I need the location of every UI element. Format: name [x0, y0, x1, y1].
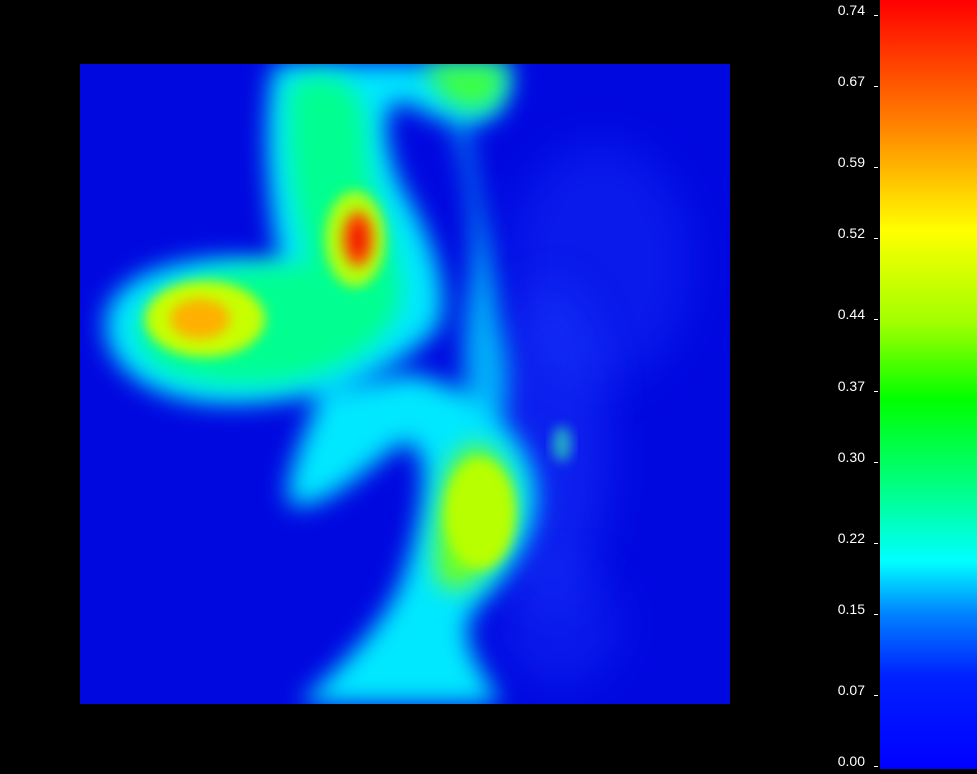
colorbar-tick-label: 0.15 — [837, 600, 865, 617]
colorbar-tick-mark — [874, 319, 878, 320]
field-lower-right-glow — [500, 564, 620, 684]
colorbar-tick-mark — [874, 15, 878, 16]
colorbar-tick-mark — [874, 462, 878, 463]
heatmap-svg — [80, 64, 730, 704]
colorbar-tick-label: 0.52 — [837, 225, 865, 242]
colorbar-tick-mark — [874, 167, 878, 168]
colorbar-tick-label: 0.74 — [837, 2, 865, 18]
colorbar-tick-label: 0.22 — [837, 529, 865, 546]
colorbar-tick-mark — [874, 543, 878, 544]
peak-orange — [170, 299, 230, 339]
colorbar-tick-label: 0.37 — [837, 377, 865, 394]
peak-red — [350, 221, 366, 257]
colorbar-tick-label: 0.44 — [837, 306, 865, 323]
colorbar-tick-label: 0.67 — [837, 73, 865, 90]
noise-spot — [552, 426, 572, 462]
colorbar-tick-mark — [874, 86, 878, 87]
colorbar-tick-label: 0.59 — [837, 154, 865, 171]
colorbar-gradient — [880, 0, 977, 769]
colorbar-tick-label: 0.00 — [837, 753, 865, 769]
colorbar-tick-mark — [874, 614, 878, 615]
colorbar-tick-mark — [874, 766, 878, 767]
colorbar-tick-mark — [874, 391, 878, 392]
colorbar-tick-mark — [874, 238, 878, 239]
colorbar-tick-label: 0.30 — [837, 448, 865, 465]
colorbar-tick-mark — [874, 695, 878, 696]
colorbar-tick-label: 0.07 — [837, 681, 865, 698]
plume-peaks — [170, 211, 374, 339]
heatmap-plot — [80, 64, 730, 704]
colorbar-svg — [880, 0, 977, 769]
colorbar — [880, 0, 977, 769]
